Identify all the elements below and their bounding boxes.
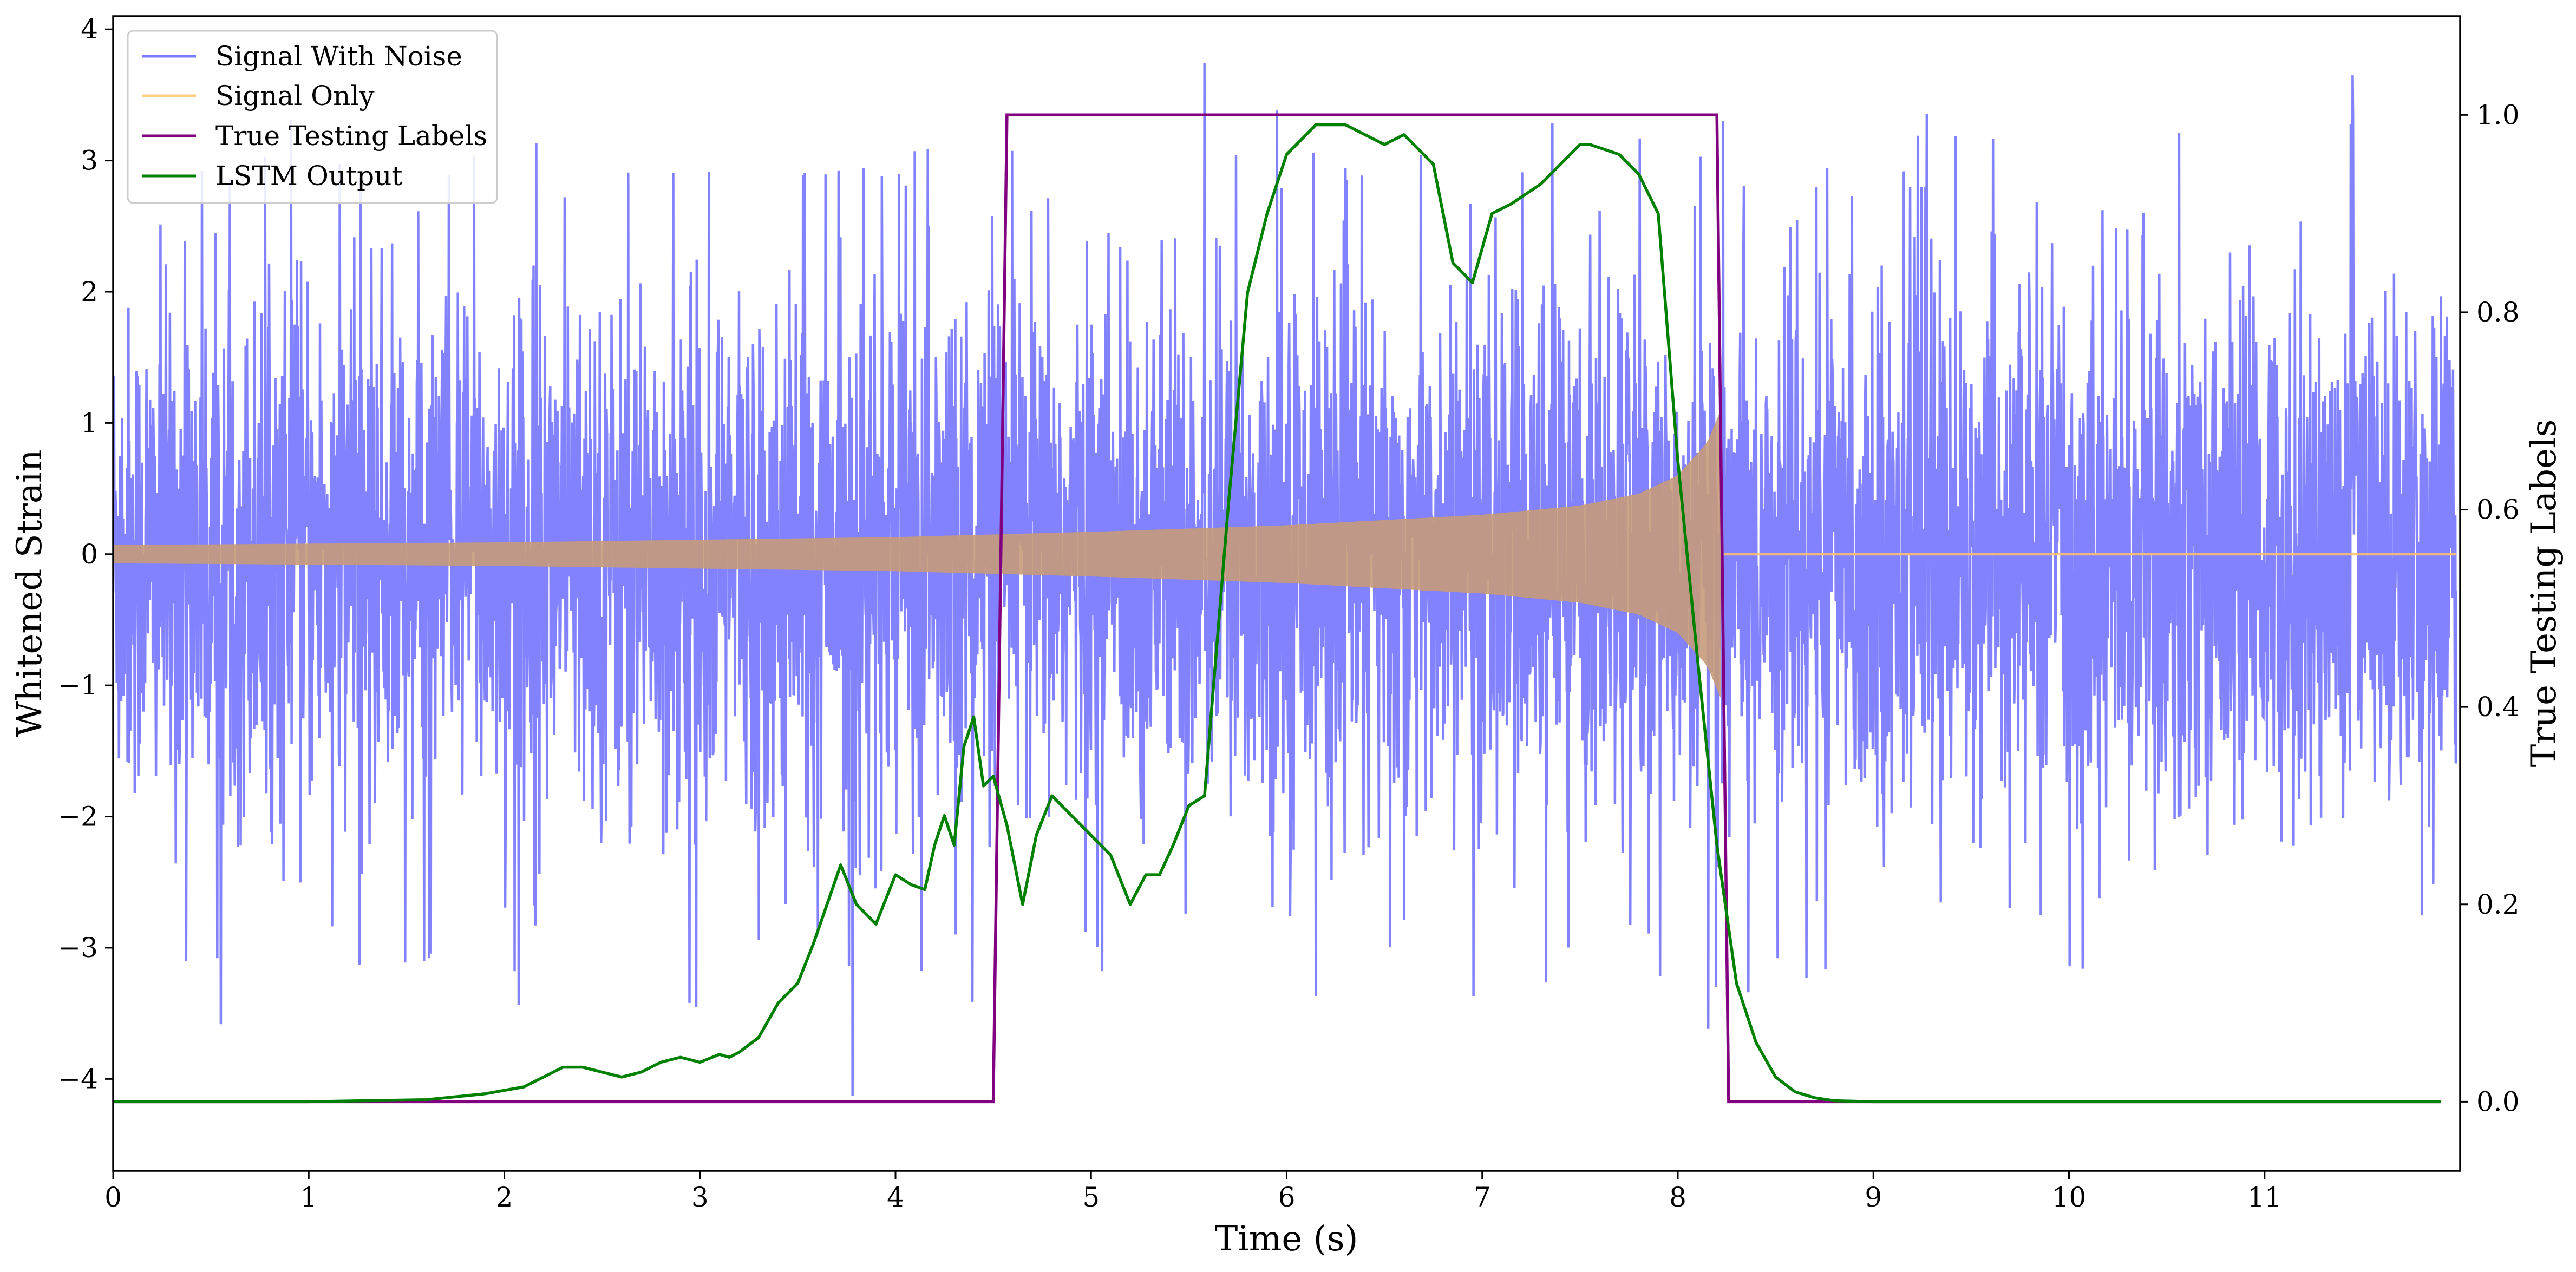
y-axis-left: −4 −3 −2 −1 0 1 2 3 4 [58, 14, 113, 1094]
legend-box [127, 30, 498, 204]
x-tick-label: 8 [1669, 1182, 1686, 1213]
signal-with-noise-series [113, 63, 2458, 1096]
y-tick-label: −3 [58, 932, 98, 963]
legend-label: LSTM Output [215, 160, 402, 192]
x-tick-label: 3 [691, 1182, 709, 1213]
y2-axis-label: True Testing Labels [2524, 419, 2564, 768]
y-tick-label: −1 [58, 670, 98, 701]
legend-item-signal-only: Signal Only [142, 80, 375, 112]
x-axis-label: Time (s) [1215, 1219, 1358, 1259]
y-tick-label: 4 [81, 14, 98, 45]
y-tick-label: 2 [81, 276, 98, 307]
x-tick-label: 11 [2247, 1182, 2282, 1213]
x-tick-label: 7 [1474, 1182, 1491, 1213]
x-tick-label: 4 [887, 1182, 904, 1213]
signal-only-series [113, 410, 2456, 699]
y-tick-label: 1 [81, 407, 98, 438]
y2-tick-label: 0.4 [2476, 691, 2520, 723]
y-tick-label: −2 [58, 801, 98, 832]
y-axis-label: Whitened Strain [10, 449, 50, 737]
x-tick-label: 1 [300, 1182, 317, 1213]
signal-only-envelope [113, 410, 1721, 699]
legend-item-true-testing-labels: True Testing Labels [142, 120, 487, 152]
x-tick-label: 9 [1865, 1182, 1882, 1213]
y-tick-label: 0 [81, 539, 98, 570]
signal-with-noise-line [113, 63, 2458, 1096]
x-tick-label: 5 [1082, 1182, 1100, 1213]
y2-tick-label: 0.6 [2476, 494, 2520, 526]
y2-tick-label: 0.2 [2476, 889, 2520, 920]
legend-label: Signal Only [215, 80, 375, 112]
lstm-output-series [113, 123, 2441, 1104]
legend-label: True Testing Labels [215, 120, 487, 152]
lstm-output-line [113, 123, 2441, 1104]
x-tick-label: 0 [104, 1182, 122, 1213]
x-tick-label: 6 [1278, 1182, 1296, 1213]
y-tick-label: 3 [81, 145, 98, 176]
legend-item-signal-with-noise: Signal With Noise [142, 41, 462, 72]
legend: Signal With Noise Signal Only True Testi… [127, 30, 498, 204]
x-axis: 0 1 2 3 4 5 6 7 8 9 10 11 [104, 1171, 2282, 1213]
x-tick-label: 2 [496, 1182, 513, 1213]
x-tick-label: 10 [2052, 1182, 2087, 1213]
y-tick-label: −4 [58, 1063, 98, 1094]
legend-label: Signal With Noise [215, 41, 462, 72]
y2-tick-label: 0.8 [2476, 297, 2520, 328]
y2-tick-label: 1.0 [2476, 99, 2520, 130]
legend-item-lstm-output: LSTM Output [142, 160, 402, 192]
y-axis-right: 0.0 0.2 0.4 0.6 0.8 1.0 [2460, 99, 2520, 1117]
y2-tick-label: 0.0 [2476, 1086, 2520, 1117]
